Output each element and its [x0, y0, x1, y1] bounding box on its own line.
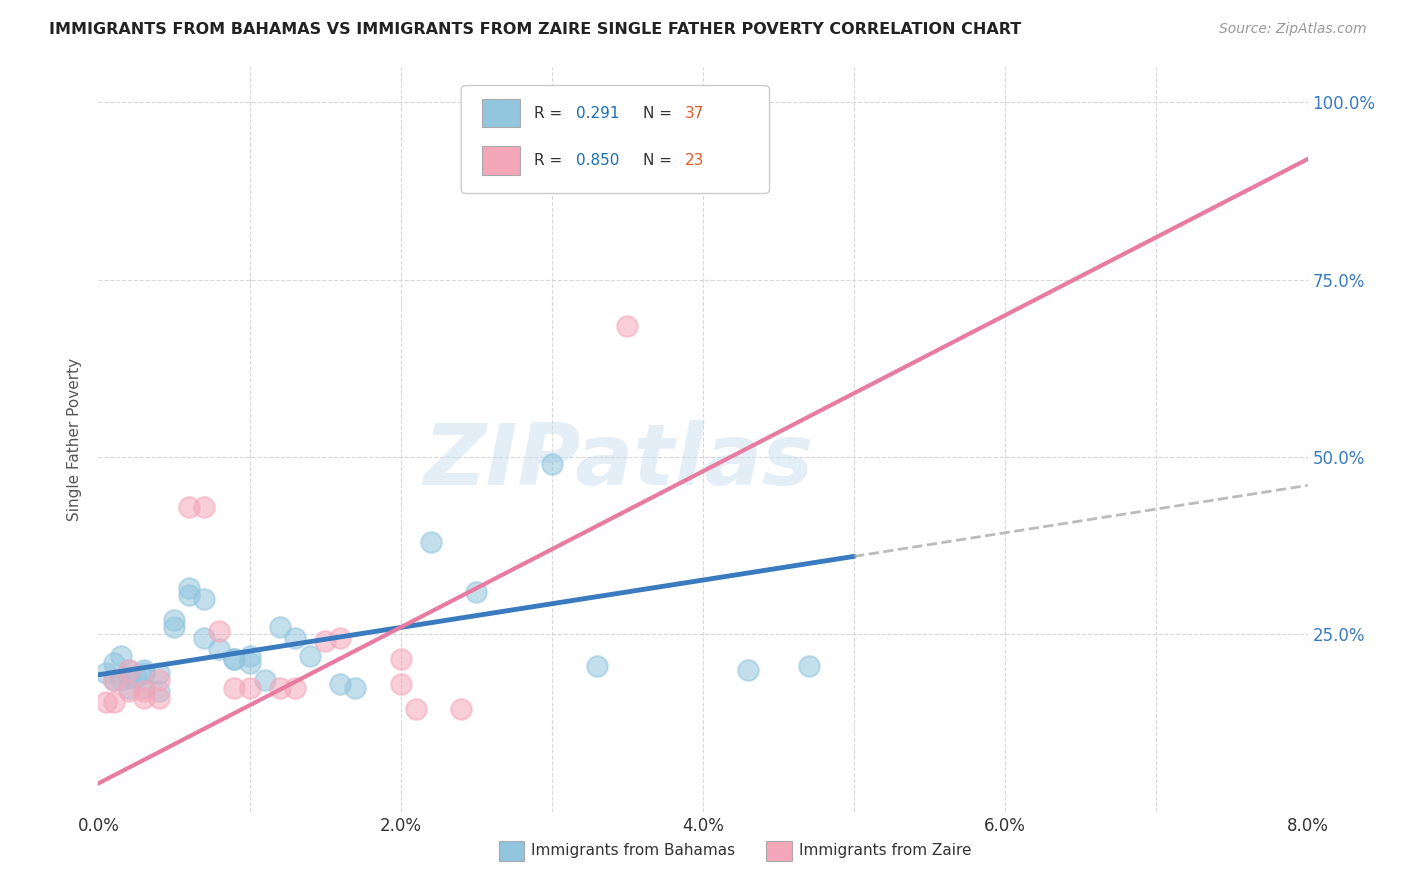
Point [224, 652, 246, 666]
Point [118, 663, 141, 677]
Point [179, 582, 201, 596]
Point [239, 681, 262, 695]
Y-axis label: Single Father Poverty: Single Father Poverty [67, 358, 83, 521]
Point [103, 673, 125, 688]
Point [284, 681, 307, 695]
Point [208, 624, 231, 638]
Point [269, 681, 291, 695]
Point [132, 666, 155, 681]
Point [193, 500, 215, 514]
Point [132, 684, 155, 698]
Point [616, 318, 638, 333]
Point [737, 663, 759, 677]
Text: N =: N = [643, 153, 676, 168]
Point [103, 695, 125, 709]
Text: Immigrants from Zaire: Immigrants from Zaire [799, 844, 972, 858]
Text: Immigrants from Bahamas: Immigrants from Bahamas [531, 844, 735, 858]
Point [540, 457, 562, 471]
Point [329, 631, 352, 645]
Point [179, 588, 201, 602]
Text: ZIPatlas: ZIPatlas [423, 420, 814, 503]
Point [110, 673, 132, 688]
Point [420, 535, 443, 549]
Point [103, 656, 125, 670]
Point [118, 681, 141, 695]
Point [329, 677, 352, 691]
Point [118, 663, 141, 677]
Point [163, 620, 186, 634]
Text: R =: R = [534, 153, 567, 168]
Text: 0.850: 0.850 [576, 153, 620, 168]
Point [125, 670, 148, 684]
Point [224, 681, 246, 695]
Point [148, 673, 170, 688]
Text: IMMIGRANTS FROM BAHAMAS VS IMMIGRANTS FROM ZAIRE SINGLE FATHER POVERTY CORRELATI: IMMIGRANTS FROM BAHAMAS VS IMMIGRANTS FR… [49, 22, 1022, 37]
Point [148, 666, 170, 681]
Point [103, 673, 125, 688]
Text: Source: ZipAtlas.com: Source: ZipAtlas.com [1219, 22, 1367, 37]
Point [224, 652, 246, 666]
Point [132, 681, 155, 695]
Point [239, 656, 262, 670]
Point [389, 677, 412, 691]
Point [148, 691, 170, 706]
Point [314, 634, 336, 648]
FancyBboxPatch shape [461, 86, 769, 194]
Point [239, 648, 262, 663]
Text: R =: R = [534, 106, 567, 120]
Point [193, 591, 215, 606]
Point [269, 620, 291, 634]
FancyBboxPatch shape [482, 146, 520, 175]
Point [586, 659, 609, 673]
Point [193, 631, 215, 645]
Point [344, 681, 367, 695]
Point [94, 666, 117, 681]
Text: 0.291: 0.291 [576, 106, 620, 120]
Text: 37: 37 [685, 106, 704, 120]
Point [405, 702, 427, 716]
Point [465, 584, 488, 599]
Point [110, 648, 132, 663]
Text: 23: 23 [685, 153, 704, 168]
Point [132, 691, 155, 706]
Point [118, 670, 141, 684]
Point [389, 652, 412, 666]
Point [450, 702, 472, 716]
Point [118, 684, 141, 698]
Point [253, 673, 276, 688]
Point [94, 695, 117, 709]
Point [163, 613, 186, 627]
Point [179, 500, 201, 514]
Point [208, 641, 231, 656]
Point [148, 684, 170, 698]
Point [299, 648, 322, 663]
FancyBboxPatch shape [482, 99, 520, 128]
Point [132, 663, 155, 677]
Text: N =: N = [643, 106, 676, 120]
Point [797, 659, 820, 673]
Point [284, 631, 307, 645]
